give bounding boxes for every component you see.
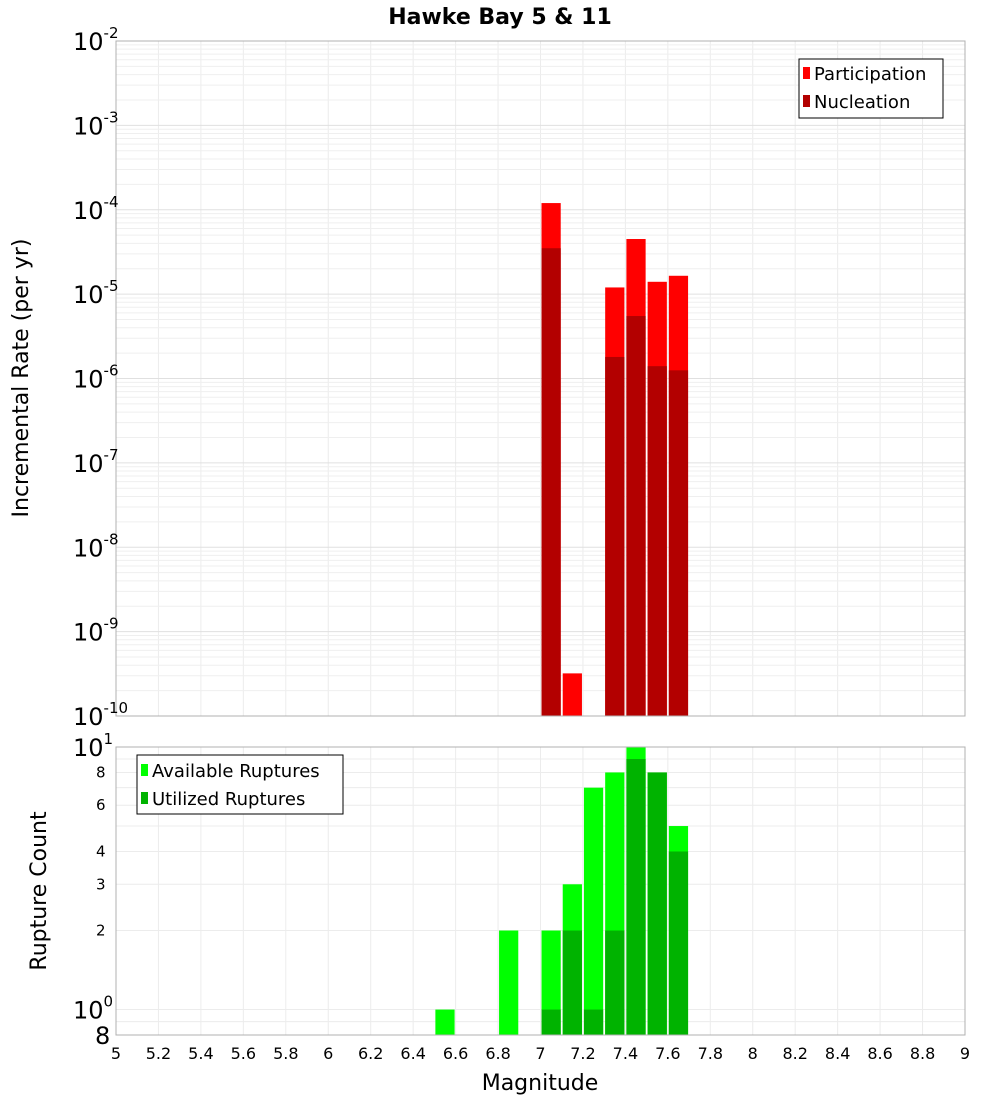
x-tick-label: 7.4 bbox=[613, 1044, 638, 1063]
x-tick-label: 8.4 bbox=[825, 1044, 850, 1063]
x-tick-label: 5.8 bbox=[273, 1044, 298, 1063]
top-bar-s2 bbox=[668, 370, 689, 716]
bottom-bar-s2 bbox=[647, 772, 667, 1035]
bottom-legend: Available Ruptures Utilized Ruptures bbox=[136, 754, 344, 815]
bottom-plot-grid bbox=[115, 746, 966, 1036]
top-y-ticks: 10-2 10-3 10-4 10-5 10-6 10-7 10-8 10-9 10-10 bbox=[73, 24, 128, 731]
legend-swatch-participation bbox=[803, 67, 810, 79]
top-y-axis-label: Incremental Rate (per yr) bbox=[9, 239, 34, 518]
bottom-y-minor-tick-label: 6 bbox=[96, 796, 106, 814]
bottom-bar-s2 bbox=[626, 759, 646, 1035]
x-tick-label: 7.8 bbox=[698, 1044, 723, 1063]
bottom-y-tick-label: 100 bbox=[73, 993, 113, 1025]
bottom-plot-bars bbox=[435, 747, 689, 1035]
top-y-tick-label: 10-10 bbox=[73, 699, 128, 731]
top-plot-frame bbox=[115, 40, 966, 717]
x-tick-label: 7.2 bbox=[570, 1044, 595, 1063]
top-y-tick-label: 10-3 bbox=[73, 108, 119, 140]
bottom-bar-s1 bbox=[583, 787, 604, 1035]
x-tick-label: 6 bbox=[323, 1044, 333, 1063]
chart-title: Hawke Bay 5 & 11 bbox=[388, 5, 612, 30]
top-y-tick-label: 10-8 bbox=[73, 530, 119, 562]
top-legend-box bbox=[798, 58, 944, 119]
top-bar-s1 bbox=[562, 673, 582, 716]
x-tick-label: 6.4 bbox=[400, 1044, 425, 1063]
bottom-bar-s2 bbox=[541, 1009, 561, 1035]
x-tick-label: 6.6 bbox=[443, 1044, 468, 1063]
bottom-bar-s2 bbox=[668, 851, 689, 1035]
legend-label-utilized: Utilized Ruptures bbox=[152, 789, 305, 810]
top-y-tick-label: 10-2 bbox=[73, 24, 119, 56]
top-bar-s2 bbox=[605, 356, 625, 716]
x-axis-ticks: 5 5.2 5.4 5.6 5.8 6 6.2 6.4 6.6 6.8 7 7.2 7.4 7.6 7.8 8… bbox=[111, 1044, 970, 1063]
top-bar-s2 bbox=[647, 366, 667, 716]
legend-label-available: Available Ruptures bbox=[152, 761, 320, 782]
x-tick-label: 8 bbox=[748, 1044, 758, 1063]
x-tick-label: 6.2 bbox=[358, 1044, 383, 1063]
x-tick-label: 8.8 bbox=[910, 1044, 935, 1063]
top-plot-bars bbox=[541, 203, 689, 717]
bottom-legend-box bbox=[136, 754, 344, 815]
top-y-tick-label: 10-9 bbox=[73, 615, 119, 647]
legend-swatch-utilized bbox=[141, 792, 148, 804]
x-tick-label: 5.6 bbox=[231, 1044, 256, 1063]
x-tick-label: 9 bbox=[960, 1044, 970, 1063]
x-tick-label: 8.6 bbox=[867, 1044, 892, 1063]
x-tick-label: 5.4 bbox=[188, 1044, 213, 1063]
bottom-bar-s2 bbox=[605, 930, 625, 1035]
top-bar-s2 bbox=[626, 316, 646, 716]
x-tick-label: 6.8 bbox=[485, 1044, 510, 1063]
bottom-y-minor-tick-label: 2 bbox=[96, 922, 106, 940]
top-y-tick-label: 10-7 bbox=[73, 446, 119, 478]
bottom-y-minor-tick-label: 4 bbox=[96, 842, 106, 860]
x-tick-label: 8.2 bbox=[782, 1044, 807, 1063]
bottom-bar-s1 bbox=[541, 930, 561, 1035]
x-tick-label: 7.6 bbox=[655, 1044, 680, 1063]
bottom-y-tick-label: 101 bbox=[73, 730, 113, 762]
bottom-bar-s2 bbox=[583, 1009, 604, 1035]
legend-swatch-nucleation bbox=[803, 95, 810, 107]
bottom-y-axis-label: Rupture Count bbox=[27, 811, 52, 971]
bottom-y-minor-tick-label: 8 bbox=[96, 763, 106, 781]
legend-swatch-available bbox=[141, 764, 148, 776]
top-y-tick-label: 10-6 bbox=[73, 362, 119, 394]
top-plot-grid bbox=[115, 41, 966, 717]
legend-label-nucleation: Nucleation bbox=[814, 92, 910, 113]
x-axis-label: Magnitude bbox=[482, 1071, 599, 1096]
top-bar-s2 bbox=[541, 248, 561, 717]
bottom-bar-s1 bbox=[435, 1009, 455, 1035]
top-legend: Participation Nucleation bbox=[798, 58, 944, 119]
bottom-bar-s1 bbox=[499, 930, 519, 1035]
bottom-y-minor-tick-label: 3 bbox=[96, 875, 106, 893]
top-y-tick-label: 10-5 bbox=[73, 277, 119, 309]
x-tick-label: 7 bbox=[535, 1044, 545, 1063]
legend-label-participation: Participation bbox=[814, 64, 926, 85]
top-y-tick-label: 10-4 bbox=[73, 193, 119, 225]
x-tick-label: 5.2 bbox=[146, 1044, 171, 1063]
bottom-y-minor-tick-label: 8 bbox=[95, 1022, 110, 1050]
x-tick-label: 5 bbox=[111, 1044, 121, 1063]
bottom-bar-s2 bbox=[562, 930, 582, 1035]
bottom-plot-frame bbox=[115, 746, 966, 1036]
